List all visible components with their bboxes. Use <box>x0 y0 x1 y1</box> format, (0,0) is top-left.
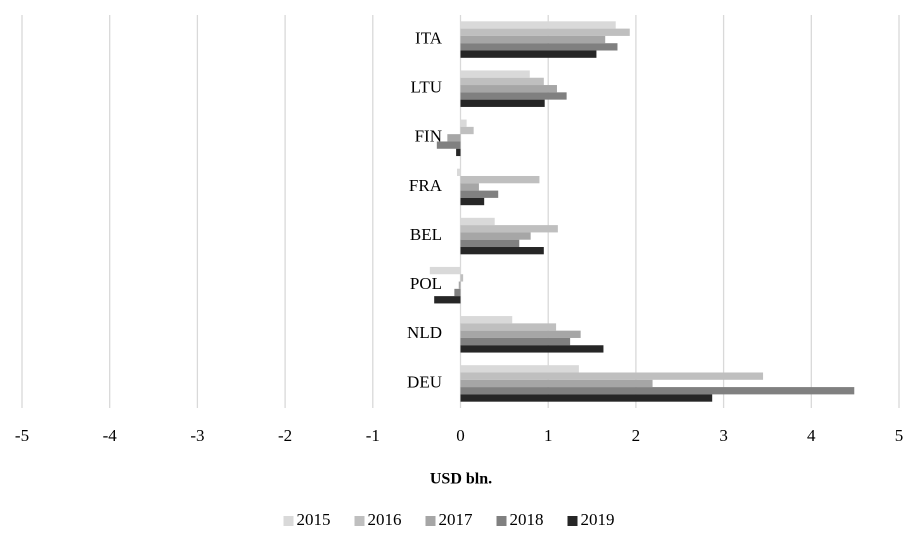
category-label: FRA <box>409 176 443 195</box>
bar <box>460 217 495 226</box>
category-label: FIN <box>415 127 442 146</box>
bar <box>460 92 567 100</box>
category-label: ITA <box>415 28 443 47</box>
legend-label: 2016 <box>368 510 402 529</box>
bar <box>454 288 461 297</box>
x-tick-label: -4 <box>103 426 118 445</box>
bar <box>447 134 461 142</box>
bar <box>460 35 606 44</box>
legend-label: 2017 <box>439 510 474 529</box>
bar <box>429 266 461 275</box>
bar <box>460 232 531 240</box>
x-tick-label: -3 <box>190 426 204 445</box>
bar <box>460 225 558 233</box>
category-label: DEU <box>407 372 442 391</box>
bar <box>460 175 540 184</box>
bar <box>460 50 597 58</box>
bar <box>460 337 571 346</box>
bar <box>460 197 485 206</box>
bar <box>460 345 604 353</box>
x-tick-label: -5 <box>15 426 29 445</box>
bar <box>460 394 713 402</box>
bar <box>460 274 464 282</box>
bar <box>460 239 520 248</box>
bar <box>456 148 461 157</box>
legend-swatch <box>496 516 507 526</box>
bar <box>436 141 461 149</box>
legend-label: 2019 <box>581 510 615 529</box>
category-label: POL <box>410 274 442 293</box>
bar <box>460 126 474 135</box>
bar <box>460 70 530 78</box>
bar <box>434 296 461 304</box>
bar <box>460 316 513 324</box>
legend-swatch <box>567 516 578 526</box>
x-tick-label: 2 <box>632 426 641 445</box>
bar <box>460 387 855 395</box>
bar <box>460 77 544 86</box>
bar <box>458 281 461 289</box>
x-tick-label: 0 <box>456 426 465 445</box>
x-tick-label: 1 <box>544 426 553 445</box>
x-tick-label: 4 <box>807 426 816 445</box>
bar <box>460 183 479 191</box>
bar <box>460 372 764 380</box>
legend-swatch <box>425 516 436 526</box>
category-label: LTU <box>411 78 443 97</box>
bar <box>460 379 653 388</box>
bar <box>460 247 544 255</box>
legend-swatch <box>354 516 365 526</box>
bar <box>460 43 618 51</box>
x-tick-label: -2 <box>278 426 292 445</box>
bar <box>460 330 581 338</box>
x-axis-title: USD bln. <box>430 471 492 488</box>
bar <box>460 85 557 93</box>
category-label: BEL <box>410 225 442 244</box>
category-label: NLD <box>407 323 442 342</box>
bar <box>460 365 579 373</box>
x-tick-label: -1 <box>366 426 380 445</box>
bar <box>460 28 630 36</box>
bar <box>460 21 616 29</box>
legend-label: 2015 <box>297 510 331 529</box>
bar <box>460 99 545 107</box>
bar <box>460 190 499 198</box>
x-tick-label: 3 <box>719 426 728 445</box>
legend-label: 2018 <box>510 510 544 529</box>
bar <box>456 168 461 176</box>
bar <box>460 119 467 127</box>
legend-swatch <box>283 516 294 526</box>
x-tick-label: 5 <box>895 426 904 445</box>
bar <box>460 323 557 331</box>
